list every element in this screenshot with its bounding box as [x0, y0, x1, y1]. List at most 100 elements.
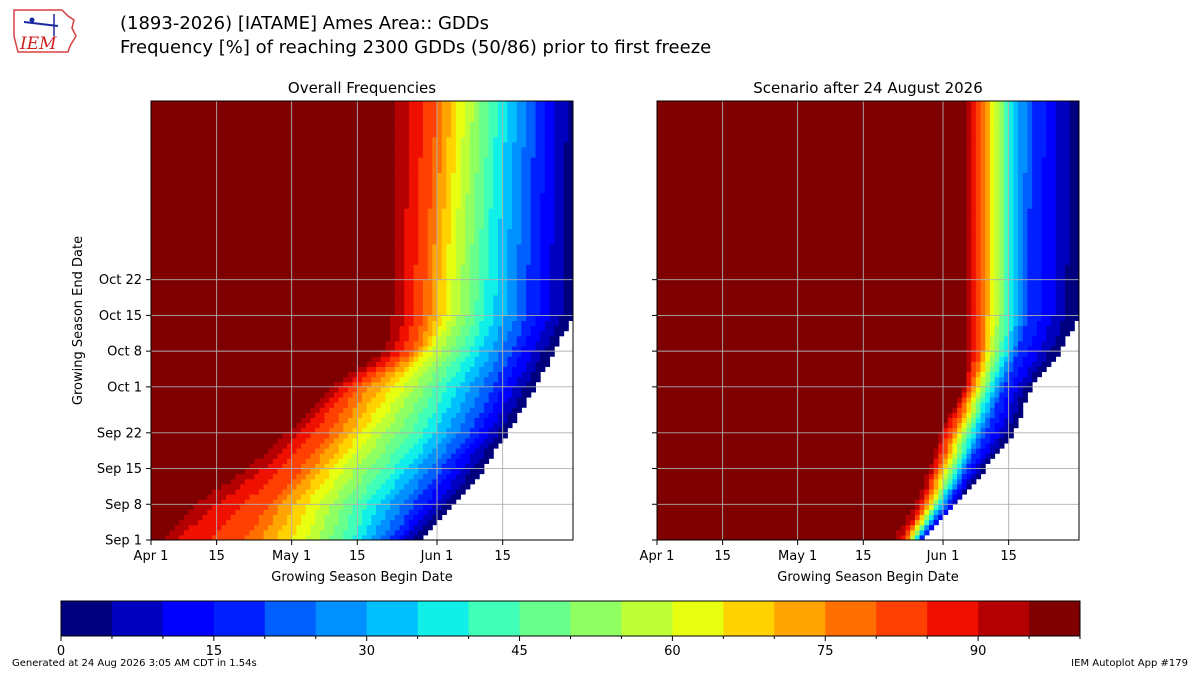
- heatmap-cell: [291, 269, 297, 276]
- heatmap-cell: [493, 351, 499, 357]
- heatmap-cell: [329, 478, 335, 485]
- heatmap-cell: [437, 504, 443, 510]
- heatmap-cell: [413, 243, 419, 250]
- heatmap-cell: [179, 376, 185, 383]
- heatmap-cell: [197, 274, 204, 281]
- heatmap-cell: [488, 346, 494, 352]
- heatmap-cell: [277, 524, 283, 531]
- heatmap-cell: [211, 509, 218, 515]
- heatmap-cell: [493, 407, 499, 413]
- heatmap-cell: [272, 453, 279, 459]
- heatmap-cell: [352, 218, 358, 225]
- heatmap-cell: [244, 473, 250, 480]
- heatmap-cell: [390, 320, 396, 327]
- heatmap-cell: [301, 391, 307, 398]
- heatmap-cell: [338, 412, 344, 418]
- heatmap-cell: [404, 422, 410, 429]
- heatmap-cell: [277, 356, 283, 362]
- heatmap-cell: [371, 427, 377, 434]
- heatmap-cell: [427, 361, 433, 367]
- heatmap-cell: [465, 448, 471, 454]
- heatmap-cell: [413, 238, 419, 245]
- heatmap-cell: [207, 437, 213, 444]
- heatmap-cell: [516, 397, 522, 403]
- heatmap-cell: [315, 391, 321, 398]
- heatmap-cell: [193, 325, 199, 332]
- heatmap-cell: [441, 443, 447, 449]
- heatmap-cell: [272, 432, 279, 439]
- heatmap-cell: [179, 397, 185, 403]
- heatmap-cell: [235, 412, 241, 418]
- heatmap-cell: [549, 346, 555, 352]
- heatmap-cell: [465, 407, 471, 413]
- heatmap-cell: [521, 305, 527, 311]
- heatmap-cell: [380, 468, 386, 475]
- heatmap-cell: [240, 478, 246, 485]
- heatmap-cell: [460, 269, 466, 276]
- heatmap-cell: [352, 402, 358, 408]
- heatmap-cell: [155, 238, 161, 245]
- heatmap-cell: [249, 346, 255, 352]
- heatmap-cell: [352, 320, 358, 327]
- heatmap-cell: [155, 448, 161, 454]
- heatmap-cell: [188, 315, 194, 321]
- heatmap-cell: [479, 300, 485, 306]
- heatmap-cell: [169, 391, 175, 398]
- heatmap-cell: [244, 427, 250, 434]
- heatmap-cell: [460, 259, 466, 265]
- heatmap-cell: [347, 218, 354, 225]
- heatmap-cell: [226, 305, 232, 311]
- heatmap-cell: [399, 335, 405, 342]
- heatmap-cell: [216, 499, 222, 505]
- heatmap-cell: [207, 458, 213, 464]
- heatmap-cell: [193, 397, 199, 403]
- heatmap-cell: [418, 509, 424, 515]
- heatmap-cell: [493, 223, 499, 230]
- heatmap-cell: [474, 243, 480, 250]
- heatmap-cell: [301, 473, 307, 480]
- heatmap-cell: [151, 310, 157, 316]
- heatmap-cell: [497, 305, 504, 311]
- heatmap-cell: [479, 249, 485, 255]
- heatmap-cell: [394, 264, 401, 270]
- heatmap-cell: [422, 443, 429, 449]
- heatmap-cell: [329, 294, 335, 301]
- heatmap-cell: [258, 499, 265, 505]
- heatmap-cell: [221, 453, 227, 459]
- heatmap-cell: [408, 427, 415, 434]
- heatmap-cell: [249, 514, 255, 521]
- heatmap-cell: [413, 310, 419, 316]
- heatmap-cell: [352, 499, 358, 505]
- heatmap-cell: [286, 422, 293, 429]
- heatmap-cell: [526, 330, 532, 337]
- heatmap-cell: [544, 315, 551, 321]
- heatmap-cell: [502, 335, 508, 342]
- heatmap-cell: [226, 386, 232, 393]
- heatmap-cell: [211, 427, 218, 434]
- heatmap-cell: [469, 432, 476, 439]
- heatmap-cell: [347, 412, 354, 418]
- heatmap-cell: [282, 315, 288, 321]
- heatmap-cell: [258, 509, 265, 515]
- heatmap-cell: [507, 330, 513, 337]
- heatmap-cell: [371, 330, 377, 337]
- heatmap-cell: [230, 468, 236, 475]
- heatmap-cell: [455, 335, 461, 342]
- heatmap-cell: [432, 488, 438, 495]
- heatmap-cell: [413, 325, 419, 332]
- heatmap-cell: [446, 483, 452, 490]
- heatmap-cell: [193, 238, 199, 245]
- heatmap-cell: [516, 351, 522, 357]
- heatmap-cell: [394, 453, 401, 459]
- heatmap-cell: [347, 473, 354, 480]
- heatmap-cell: [211, 468, 218, 475]
- heatmap-cell: [193, 218, 199, 225]
- heatmap-cell: [357, 524, 363, 531]
- heatmap-cell: [535, 274, 541, 281]
- heatmap-cell: [165, 233, 171, 240]
- heatmap-cell: [446, 499, 452, 505]
- heatmap-cell: [362, 534, 368, 541]
- heatmap-cell: [240, 427, 246, 434]
- heatmap-cell: [338, 463, 344, 470]
- heatmap-cell: [211, 494, 218, 500]
